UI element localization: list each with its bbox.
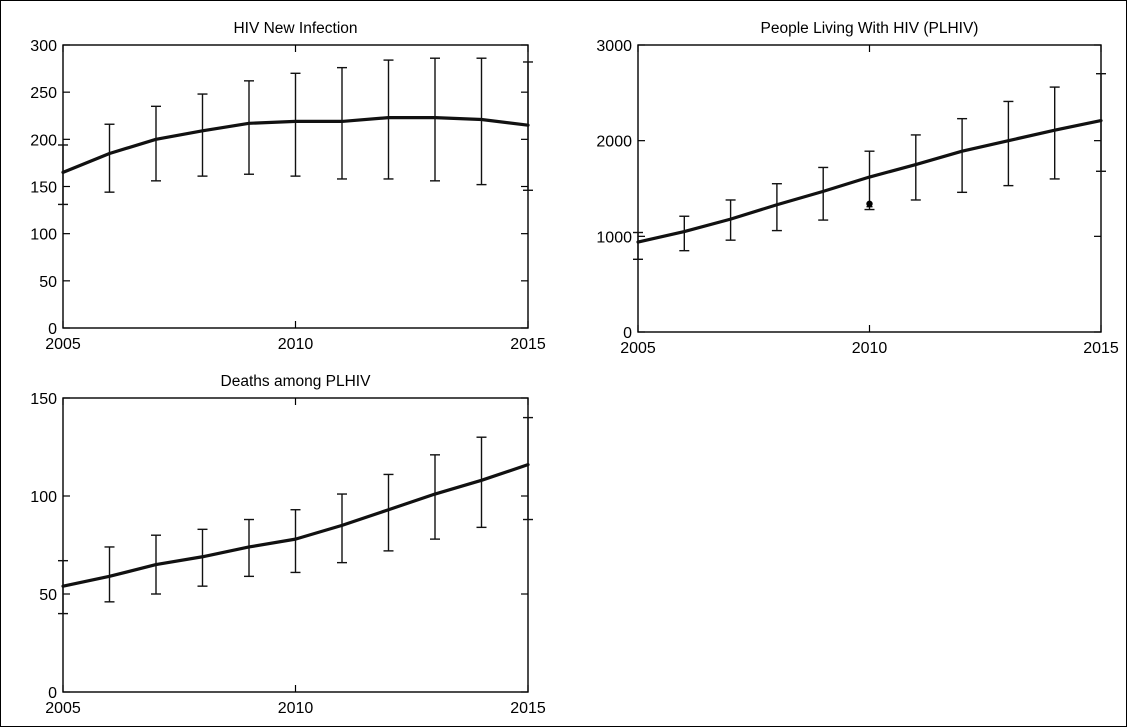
series-line: [61, 463, 530, 588]
x-tick-label: 2010: [278, 336, 314, 353]
series-line: [61, 116, 530, 174]
x-tick-label: 2010: [278, 700, 314, 717]
observed-point: [866, 200, 873, 208]
y-tick-label: 250: [30, 85, 57, 102]
error-bar: [383, 59, 394, 180]
x-tick-label: 2005: [45, 700, 81, 717]
error-bar: [633, 231, 643, 260]
y-tick-label: 150: [30, 180, 57, 197]
error-bar: [476, 57, 487, 186]
error-bar: [430, 454, 440, 540]
chart-title: Deaths among PLHIV: [221, 373, 372, 390]
chart-2: People Living With HIV (PLHIV) 2005 2010 20…: [596, 20, 1118, 357]
chart-title: HIV New Infection: [233, 20, 357, 37]
error-bar: [337, 493, 347, 564]
y-tick-label: 50: [39, 587, 57, 604]
y-tick-label: 0: [48, 321, 57, 338]
y-tick-label: 0: [623, 325, 632, 342]
error-bar: [523, 416, 533, 521]
x-tick-label: 2005: [45, 336, 81, 353]
x-tick-label: 2015: [1083, 340, 1119, 357]
y-tick-label: 100: [30, 227, 57, 244]
y-tick-label: 150: [30, 391, 57, 408]
x-tick-label: 2005: [620, 340, 656, 357]
chart-title: People Living With HIV (PLHIV): [761, 20, 979, 37]
error-bar: [430, 57, 440, 182]
y-tick-label: 50: [39, 274, 57, 291]
error-bar: [244, 80, 254, 175]
error-bar: [1096, 72, 1106, 172]
y-tick-label: 200: [30, 132, 57, 149]
observed-point-marker: [866, 200, 873, 208]
x-tick-label: 2015: [510, 700, 546, 717]
y-tick-label: 1000: [596, 229, 632, 246]
chart-1: HIV New Infection 2005 2010 2015 0 50 100 150 20…: [30, 20, 546, 353]
error-bar: [197, 93, 208, 177]
error-bar: [1049, 86, 1060, 180]
error-bar: [290, 509, 301, 574]
error-bar: [58, 144, 68, 206]
chart-3: Deaths among PLHIV 2005 2010 2015 0 50 100 150: [30, 373, 546, 717]
y-tick-label: 100: [30, 489, 57, 506]
error-bar: [910, 134, 921, 201]
series-line: [636, 118, 1103, 244]
error-bar: [476, 436, 487, 529]
y-tick-label: 300: [30, 38, 57, 55]
error-bar: [104, 123, 115, 193]
error-bar: [337, 66, 347, 180]
error-bar: [818, 166, 829, 221]
error-bar: [290, 72, 301, 177]
error-bar: [771, 183, 782, 232]
x-tick-label: 2015: [510, 336, 546, 353]
error-bar: [957, 117, 968, 194]
error-bar: [1003, 100, 1014, 187]
y-tick-label: 0: [48, 685, 57, 702]
x-tick-label: 2010: [852, 340, 888, 357]
error-bar: [679, 215, 690, 252]
y-tick-label: 2000: [596, 134, 632, 151]
error-bar: [151, 105, 161, 182]
error-bar: [864, 150, 875, 211]
y-tick-label: 3000: [596, 38, 632, 55]
error-bar: [104, 546, 115, 603]
error-bar: [383, 473, 394, 552]
